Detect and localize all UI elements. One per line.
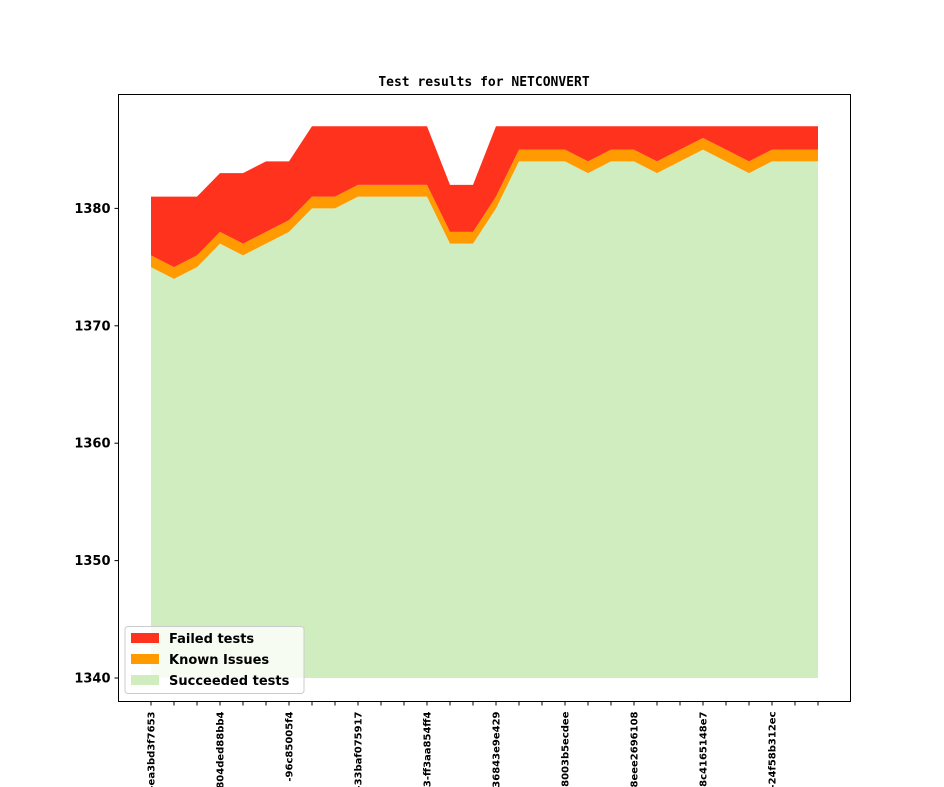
x-tick-label: -33baf075917 [354,711,365,787]
y-tick-label: 1340 [74,672,110,687]
y-axis: 1340 1350 1360 1370 1380 [74,202,119,687]
x-tick-label: -96c85005f4 [285,711,296,781]
x-tick-label: 8c4165148e7 [699,711,710,786]
legend-swatch [131,675,159,685]
x-tick-label: 8eee2696108 [630,711,641,787]
legend: Failed tests Known Issues Succeeded tests [124,626,305,694]
area-failed-tests [151,126,818,268]
x-tick-label: 804ded88bb4 [216,711,227,787]
legend-label: Known Issues [169,653,269,668]
x-tick-label: -ea3bd3f7653 [147,711,158,787]
y-tick-label: 1380 [74,202,110,217]
x-axis: -ea3bd3f7653 804ded88bb4 -96c85005f4 -33baf… [147,701,819,787]
y-tick-label: 1350 [74,554,110,569]
plot-frame [118,94,851,702]
legend-box [124,626,305,694]
area-layers [151,126,818,679]
y-tick-label: 1370 [74,319,110,334]
y-tick-label: 1360 [74,437,110,452]
x-tick-label: 3-ff3aa854ff4 [423,711,434,787]
x-tick-label: 36843e9e429 [492,711,503,787]
area-succeeded-tests [151,149,818,679]
legend-label: Failed tests [169,632,254,647]
legend-label: Succeeded tests [169,674,290,689]
chart-title: Test results for NETCONVERT [378,75,589,90]
x-tick-label: -24f58b312ec [768,711,779,787]
x-tick-label: 8003b5ecdee [561,711,572,787]
legend-swatch [131,633,159,643]
legend-swatch [131,654,159,664]
